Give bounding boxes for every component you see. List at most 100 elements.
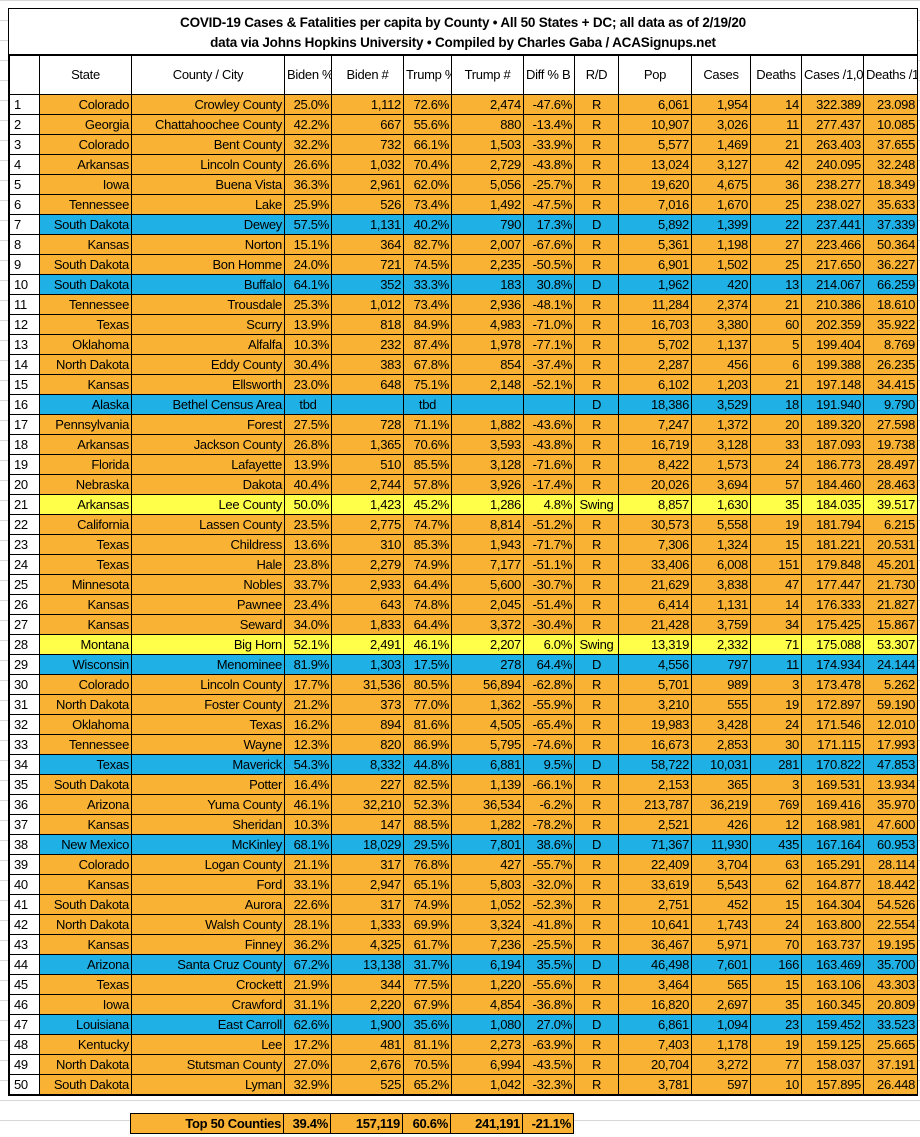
cell-deaths[interactable]: 24: [750, 914, 802, 935]
cell-cases-per-1000[interactable]: 186.773: [801, 454, 864, 475]
cell-party[interactable]: R: [574, 374, 619, 395]
cell-county[interactable]: Crawford: [131, 994, 285, 1015]
cell-state[interactable]: North Dakota: [39, 354, 132, 375]
cell-biden-pct[interactable]: 13.9%: [284, 454, 332, 475]
cell-biden-num[interactable]: 8,332: [331, 754, 404, 775]
cell-diff-pct[interactable]: [523, 394, 575, 415]
cell-trump-pct[interactable]: 86.9%: [403, 734, 452, 755]
cell-cases-per-1000[interactable]: 184.035: [801, 494, 864, 515]
cell-pop[interactable]: 3,210: [618, 694, 692, 715]
cell-pop[interactable]: 6,901: [618, 254, 692, 275]
cell-cases-per-1000[interactable]: 197.148: [801, 374, 864, 395]
cell-row-number[interactable]: 45: [9, 974, 40, 995]
cell-row-number[interactable]: 21: [9, 494, 40, 515]
cell-deaths-per-10000[interactable]: 43.303: [863, 974, 918, 995]
cell-state[interactable]: Arkansas: [39, 154, 132, 175]
cell-diff-pct[interactable]: -43.5%: [523, 1054, 575, 1075]
cell-row-number[interactable]: 35: [9, 774, 40, 795]
cell-party[interactable]: Swing: [574, 494, 619, 515]
cell-row-number[interactable]: 4: [9, 154, 40, 175]
cell-state[interactable]: Oklahoma: [39, 334, 132, 355]
cell-deaths-per-10000[interactable]: 12.010: [863, 714, 918, 735]
cell-row-number[interactable]: 10: [9, 274, 40, 295]
cell-row-number[interactable]: 47: [9, 1014, 40, 1035]
cell-cases-per-1000[interactable]: 164.304: [801, 894, 864, 915]
cell-cases-per-1000[interactable]: 163.106: [801, 974, 864, 995]
cell-biden-pct[interactable]: 17.2%: [284, 1034, 332, 1055]
cell-county[interactable]: Scurry: [131, 314, 285, 335]
cell-party[interactable]: R: [574, 734, 619, 755]
cell-cases[interactable]: 2,853: [691, 734, 751, 755]
cell-biden-pct[interactable]: 57.5%: [284, 214, 332, 235]
cell-deaths-per-10000[interactable]: 20.531: [863, 534, 918, 555]
cell-diff-pct[interactable]: 4.8%: [523, 494, 575, 515]
cell-county[interactable]: Eddy County: [131, 354, 285, 375]
cell-deaths-per-10000[interactable]: 59.190: [863, 694, 918, 715]
cell-deaths[interactable]: 23: [750, 1014, 802, 1035]
cell-deaths[interactable]: 70: [750, 934, 802, 955]
cell-party[interactable]: R: [574, 254, 619, 275]
cell-biden-num[interactable]: 1,333: [331, 914, 404, 935]
cell-trump-num[interactable]: 4,983: [451, 314, 524, 335]
cell-deaths[interactable]: 25: [750, 254, 802, 275]
cell-cases-per-1000[interactable]: 199.388: [801, 354, 864, 375]
cell-county[interactable]: Lee County: [131, 494, 285, 515]
cell-cases-per-1000[interactable]: 210.386: [801, 294, 864, 315]
cell-deaths-per-10000[interactable]: 33.523: [863, 1014, 918, 1035]
cell-row-number[interactable]: 17: [9, 414, 40, 435]
cell-county[interactable]: Stutsman County: [131, 1054, 285, 1075]
cell-party[interactable]: Swing: [574, 634, 619, 655]
cell-biden-num[interactable]: 510: [331, 454, 404, 475]
cell-party[interactable]: R: [574, 94, 619, 115]
cell-row-number[interactable]: 26: [9, 594, 40, 615]
cell-cases[interactable]: 5,543: [691, 874, 751, 895]
cell-trump-pct[interactable]: 76.8%: [403, 854, 452, 875]
cell-deaths[interactable]: 19: [750, 514, 802, 535]
cell-diff-pct[interactable]: 64.4%: [523, 654, 575, 675]
cell-trump-pct[interactable]: 71.1%: [403, 414, 452, 435]
cell-biden-pct[interactable]: 27.0%: [284, 1054, 332, 1075]
cell-diff-pct[interactable]: -25.7%: [523, 174, 575, 195]
cell-pop[interactable]: 8,422: [618, 454, 692, 475]
cell-deaths[interactable]: 71: [750, 634, 802, 655]
cell-deaths-per-10000[interactable]: 6.215: [863, 514, 918, 535]
cell-cases-per-1000[interactable]: 214.067: [801, 274, 864, 295]
cell-deaths-per-10000[interactable]: 32.248: [863, 154, 918, 175]
cell-diff-pct[interactable]: 35.5%: [523, 954, 575, 975]
cell-row-number[interactable]: 27: [9, 614, 40, 635]
cell-biden-num[interactable]: 2,676: [331, 1054, 404, 1075]
cell-deaths-per-10000[interactable]: 19.738: [863, 434, 918, 455]
cell-state[interactable]: Alaska: [39, 394, 132, 415]
cell-biden-num[interactable]: 1,833: [331, 614, 404, 635]
cell-biden-pct[interactable]: 26.8%: [284, 434, 332, 455]
cell-biden-pct[interactable]: 62.6%: [284, 1014, 332, 1035]
column-header-party[interactable]: R/D: [574, 55, 619, 95]
cell-state[interactable]: Tennessee: [39, 734, 132, 755]
cell-cases[interactable]: 1,954: [691, 94, 751, 115]
cell-deaths[interactable]: 77: [750, 1054, 802, 1075]
cell-deaths-per-10000[interactable]: 45.201: [863, 554, 918, 575]
cell-row-number[interactable]: 22: [9, 514, 40, 535]
cell-county[interactable]: Chattahoochee County: [131, 114, 285, 135]
cell-cases[interactable]: 6,008: [691, 554, 751, 575]
cell-cases[interactable]: 3,380: [691, 314, 751, 335]
cell-deaths[interactable]: 24: [750, 454, 802, 475]
cell-pop[interactable]: 22,409: [618, 854, 692, 875]
cell-pop[interactable]: 33,406: [618, 554, 692, 575]
cell-cases-per-1000[interactable]: 175.088: [801, 634, 864, 655]
cell-trump-num[interactable]: 854: [451, 354, 524, 375]
cell-biden-pct[interactable]: 36.3%: [284, 174, 332, 195]
cell-row-number[interactable]: 37: [9, 814, 40, 835]
cell-cases-per-1000[interactable]: 176.333: [801, 594, 864, 615]
cell-deaths[interactable]: 36: [750, 174, 802, 195]
cell-pop[interactable]: 7,247: [618, 414, 692, 435]
cell-county[interactable]: Jackson County: [131, 434, 285, 455]
cell-deaths-per-10000[interactable]: 20.809: [863, 994, 918, 1015]
cell-cases-per-1000[interactable]: 181.794: [801, 514, 864, 535]
cell-deaths[interactable]: 47: [750, 574, 802, 595]
cell-pop[interactable]: 2,287: [618, 354, 692, 375]
cell-state[interactable]: Kansas: [39, 374, 132, 395]
cell-trump-num[interactable]: 6,881: [451, 754, 524, 775]
cell-diff-pct[interactable]: 17.3%: [523, 214, 575, 235]
cell-trump-pct[interactable]: 67.8%: [403, 354, 452, 375]
